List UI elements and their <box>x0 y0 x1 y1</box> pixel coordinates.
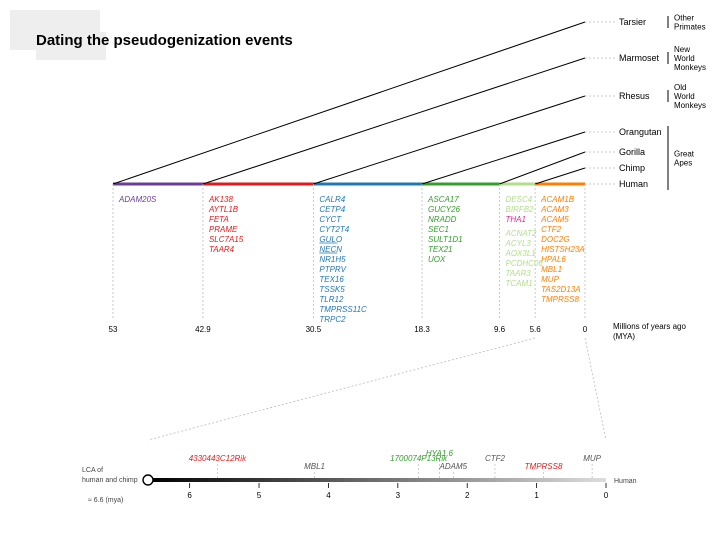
gene-label: CALR4 <box>319 195 345 204</box>
zoom-gene-label: CTF2 <box>485 454 506 463</box>
gene-label: SLC7A15 <box>209 235 244 244</box>
zoom-tick-label: 5 <box>257 491 262 500</box>
gene-label: TMPRSS11C <box>319 305 367 314</box>
gene-label: PRAME <box>209 225 238 234</box>
species-label: Human <box>619 179 648 189</box>
gene-label: TSSK5 <box>319 285 345 294</box>
zoom-human-label: Human <box>614 478 637 485</box>
gene-label: ACAM5 <box>540 215 569 224</box>
zoom-connector <box>148 338 535 440</box>
group-label: Monkeys <box>674 63 706 72</box>
gene-label: ADAM20S <box>118 195 157 204</box>
group-label: Great <box>674 150 695 159</box>
group-label: Primates <box>674 23 706 32</box>
gene-label: TEX16 <box>319 275 344 284</box>
zoom-tick-label: 1 <box>534 491 539 500</box>
gene-label: FETA <box>209 215 229 224</box>
gene-label: ACAM3 <box>540 205 569 214</box>
gene-label: CETP4 <box>319 205 345 214</box>
zoom-gene-label: ADAM5 <box>439 462 468 471</box>
zoom-tick-label: 6 <box>187 491 192 500</box>
gene-label: TAS2D13A <box>541 285 580 294</box>
group-label: Old <box>674 83 686 92</box>
zoom-tick-label: 3 <box>396 491 401 500</box>
gene-label: SEC1 <box>428 225 449 234</box>
time-tick-label: 18.3 <box>414 325 430 334</box>
gene-label: TLR12 <box>319 295 344 304</box>
branch <box>535 168 585 184</box>
zoom-gene-label: MBL1 <box>304 462 325 471</box>
gene-label: ACNAT2 <box>505 229 538 238</box>
gene-label: ACYL3 <box>505 239 532 248</box>
gene-label: MBL1 <box>541 265 562 274</box>
zoom-axis-bar <box>148 478 606 482</box>
gene-label: CTF2 <box>541 225 562 234</box>
gene-label: NR1H5 <box>319 255 346 264</box>
gene-label: AOX3L1 <box>505 249 536 258</box>
species-label: Rhesus <box>619 91 650 101</box>
group-label: Monkeys <box>674 101 706 110</box>
zoom-scale-label: ≈ 6.6 (mya) <box>88 497 123 504</box>
time-tick-label: 30.5 <box>306 325 322 334</box>
gene-label: HISTSH23A <box>541 245 585 254</box>
zoom-gene-label: 4330443C12Rik <box>189 454 247 463</box>
gene-label: SULT1D1 <box>428 235 463 244</box>
gene-label: DESC4 <box>506 195 533 204</box>
time-tick-label: 0 <box>583 325 588 334</box>
gene-label: AYTL1B <box>208 205 239 214</box>
gene-label: HPAL6 <box>541 255 566 264</box>
species-label: Tarsier <box>619 17 646 27</box>
gene-label: NRADD <box>428 215 457 224</box>
species-label: Orangutan <box>619 127 662 137</box>
gene-label: TAAR4 <box>209 245 235 254</box>
gene-label: CYT2T4 <box>319 225 349 234</box>
species-label: Gorilla <box>619 147 645 157</box>
zoom-tick-label: 2 <box>465 491 470 500</box>
zoom-gene-label: MUP <box>583 454 601 463</box>
phylogeny-figure: Tarsier Marmoset Rhesus Orangutan Gorilla Chi… <box>0 0 720 540</box>
axis-title-2: (MYA) <box>613 332 635 341</box>
gene-label: UOX <box>428 255 446 264</box>
axis-title: Millions of years ago <box>613 322 686 331</box>
group-label: Other <box>674 14 694 23</box>
gene-label: CYCT <box>319 215 342 224</box>
gene-label: MUP <box>541 275 559 284</box>
group-label: Apes <box>674 159 692 168</box>
branch <box>500 152 585 184</box>
time-tick-label: 53 <box>109 325 118 334</box>
species-label: Chimp <box>619 163 645 173</box>
zoom-tick-label: 0 <box>604 491 609 500</box>
gene-label: TAAR3 <box>506 269 532 278</box>
group-label: World <box>674 54 695 63</box>
gene-label: TCAM1 <box>506 279 533 288</box>
time-tick-label: 42.9 <box>195 325 211 334</box>
branch <box>313 96 585 184</box>
group-label: New <box>674 45 690 54</box>
gene-label: ASCA17 <box>427 195 459 204</box>
branch <box>203 58 585 184</box>
zoom-gene-label: TMPRSS8 <box>525 462 563 471</box>
zoom-tick-label: 4 <box>326 491 331 500</box>
lca-label: LCA of <box>82 467 103 474</box>
time-tick-label: 9.6 <box>494 325 506 334</box>
gene-label: BIRFB2 <box>506 205 535 214</box>
zoom-connector <box>585 338 606 440</box>
gene-label: PCDHC06 <box>506 259 544 268</box>
gene-label: THA1 <box>506 215 526 224</box>
gene-label: DOC2G <box>541 235 569 244</box>
branch <box>113 22 585 184</box>
lca-label-2: human and chimp <box>82 477 138 484</box>
gene-label: GUCY26 <box>428 205 461 214</box>
group-label: World <box>674 92 695 101</box>
gene-label: TRPC2 <box>319 315 346 324</box>
gene-label: PTPRV <box>319 265 346 274</box>
gene-label: AK138 <box>208 195 234 204</box>
time-tick-label: 5.6 <box>530 325 542 334</box>
lca-marker <box>143 475 153 485</box>
gene-label: TMPRSS8 <box>541 295 579 304</box>
gene-label: TEX21 <box>428 245 452 254</box>
gene-label: ACAM1B <box>540 195 575 204</box>
species-label: Marmoset <box>619 53 660 63</box>
